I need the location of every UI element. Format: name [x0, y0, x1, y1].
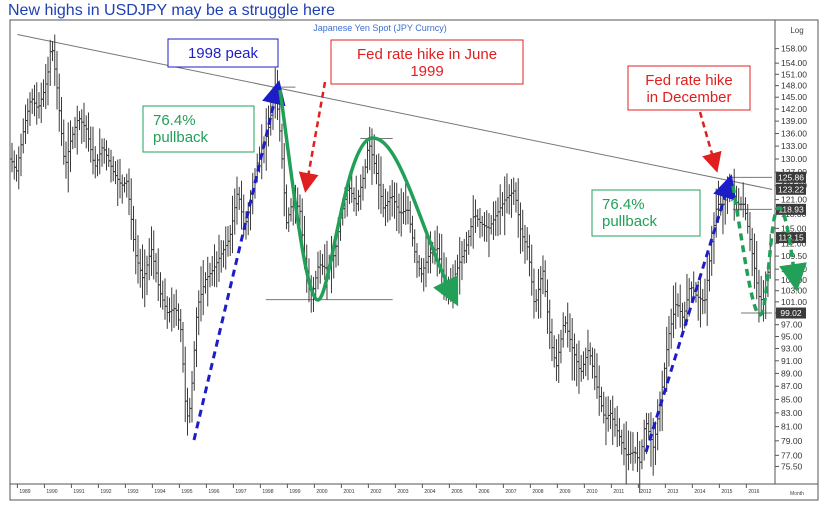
price-tag-box [776, 203, 806, 215]
x-tick-label: 1993 [127, 489, 138, 495]
y-tick-label: 89.00 [781, 368, 803, 378]
resistance-trendline [17, 34, 773, 190]
annotation-pullback-1998-text: 76.4% [153, 112, 196, 129]
price-tag-label: 99.02 [780, 308, 802, 318]
annotation-pullback-1998-text: pullback [153, 129, 209, 146]
annotation-pullback-2015-text: pullback [602, 213, 658, 230]
y-tick-label: 77.00 [781, 450, 803, 460]
y-tick-label: 158.00 [781, 44, 807, 54]
x-tick-label: 1995 [181, 489, 192, 495]
annotation-fed-june-1999-text: 1999 [410, 63, 443, 80]
y-tick-label: 101.00 [781, 297, 807, 307]
x-tick-label: 2014 [694, 489, 705, 495]
x-tick-label: 2006 [478, 489, 489, 495]
y-tick-label: 75.50 [781, 461, 803, 471]
price-tag-label: 113.15 [778, 233, 804, 243]
green-pullback-curve-2015 [731, 185, 807, 317]
price-tag-box [776, 183, 806, 195]
y-tick-label: 87.00 [781, 381, 803, 391]
y-tick-label: 151.00 [781, 69, 807, 79]
x-tick-label: 1994 [154, 489, 165, 495]
x-tick-label: 1990 [46, 489, 57, 495]
x-tick-label: 2009 [559, 489, 570, 495]
x-tick-label: 1999 [289, 489, 300, 495]
x-tick-label: 2013 [667, 489, 678, 495]
x-tick-label: 1991 [73, 489, 84, 495]
x-tick-label: 1997 [235, 489, 246, 495]
x-tick-label: 2001 [343, 489, 354, 495]
y-tick-label: 112.00 [781, 238, 807, 248]
x-tick-label: 2012 [640, 489, 651, 495]
y-tick-label: 97.00 [781, 320, 803, 330]
y-tick-label: 81.00 [781, 422, 803, 432]
y-tick-label: 133.00 [781, 141, 807, 151]
x-tick-label: 2005 [451, 489, 462, 495]
x-tick-label: 2011 [613, 489, 624, 495]
annotation-fed-december-text: Fed rate hike [645, 72, 733, 89]
x-tick-label: 2016 [748, 489, 759, 495]
price-tag-label: 118.93 [778, 204, 804, 214]
annotation-boxes: 1998 peak Fed rate hike in June199976.4%p… [142, 38, 751, 237]
blue-rally-arrow-1995 [192, 80, 286, 441]
annotation-fed-december-box [627, 65, 751, 111]
x-tick-label: 1998 [262, 489, 273, 495]
y-tick-label: 109.50 [781, 251, 807, 261]
x-tick-label: 2010 [586, 489, 597, 495]
price-labels: 125.86 123.22 118.93 113.15 99.02 [776, 171, 806, 319]
y-tick-label: 154.00 [781, 58, 807, 68]
annotation-1998-peak-text: 1998 peak [188, 45, 259, 62]
y-tick-label: 103.00 [781, 286, 807, 296]
x-tick-label: 2003 [397, 489, 408, 495]
y-tick-label: 79.00 [781, 436, 803, 446]
x-tick-label: 1996 [208, 489, 219, 495]
y-tick-label: 95.00 [781, 331, 803, 341]
price-tag-box [776, 232, 806, 244]
x-axis: 1989 1990 1991 1992 1993 1994 1995 1996 1997 1998… [16, 484, 760, 495]
annotation-fed-june-1999-box [330, 39, 524, 85]
scale-label: Log [790, 26, 803, 35]
frequency-label: Month [790, 491, 804, 497]
x-tick-label: 2007 [505, 489, 516, 495]
annotation-1998-peak-box [167, 38, 279, 68]
price-tag-box [776, 307, 806, 319]
x-tick-label: 2004 [424, 489, 435, 495]
price-tag-box [776, 171, 806, 183]
annotation-pullback-2015-text: 76.4% [602, 196, 645, 213]
x-tick-label: 1992 [100, 489, 111, 495]
annotation-pullback-2015-box [591, 189, 701, 237]
annotation-fed-december-text: in December [646, 89, 731, 106]
y-tick-label: 83.00 [781, 408, 803, 418]
y-tick-label: 136.00 [781, 128, 807, 138]
y-tick-label: 93.00 [781, 344, 803, 354]
y-tick-label: 145.00 [781, 92, 807, 102]
chart-title: Japanese Yen Spot (JPY Curncy) [313, 23, 446, 33]
red-arrow-june-1999 [298, 81, 327, 193]
annotation-pullback-1998-box [142, 105, 255, 153]
green-pullback-curve-1998 [278, 89, 459, 307]
x-tick-label: 2015 [721, 489, 732, 495]
y-tick-label: 142.00 [781, 104, 807, 114]
price-tag-label: 123.22 [778, 184, 804, 194]
price-tag-label: 125.86 [778, 172, 804, 182]
annotation-fed-june-1999-text: Fed rate hike in June [357, 46, 497, 63]
y-tick-label: 139.00 [781, 116, 807, 126]
y-tick-label: 115.00 [781, 223, 807, 233]
y-tick-label: 91.00 [781, 356, 803, 366]
y-tick-label: 130.00 [781, 154, 807, 164]
chart-headline: New highs in USDJPY may be a struggle he… [8, 2, 335, 19]
y-tick-label: 148.00 [781, 81, 807, 91]
x-tick-label: 2002 [370, 489, 381, 495]
x-tick-label: 1989 [19, 489, 30, 495]
y-tick-label: 85.00 [781, 394, 803, 404]
x-tick-label: 2008 [532, 489, 543, 495]
x-tick-label: 2000 [316, 489, 327, 495]
y-tick-label: 121.00 [781, 195, 807, 205]
